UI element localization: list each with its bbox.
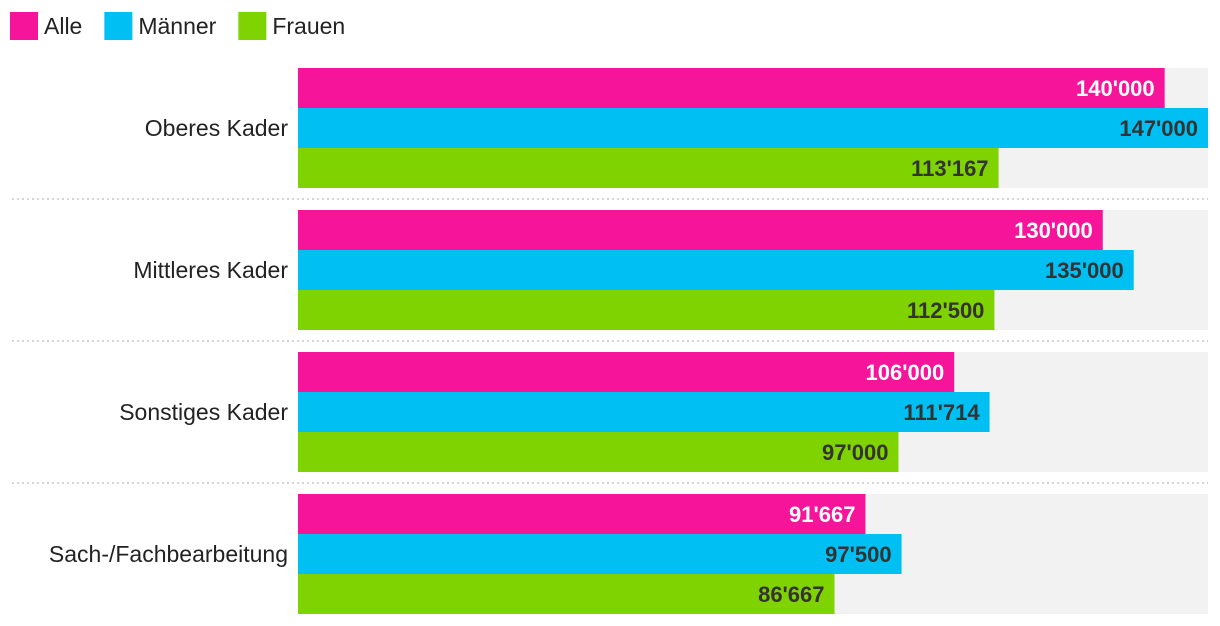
bar-frauen-oberes-kader — [298, 148, 999, 188]
bar-alle-oberes-kader — [298, 68, 1165, 108]
value-label-maenner-mittleres-kader: 135'000 — [1045, 258, 1124, 283]
value-label-alle-sonstiges-kader: 106'000 — [866, 360, 945, 385]
bar-frauen-sonstiges-kader — [298, 432, 899, 472]
value-label-frauen-sonstiges-kader: 97'000 — [822, 440, 888, 465]
legend-swatch-alle — [10, 12, 38, 40]
category-group-sonstiges-kader: Sonstiges Kader 106'000 111'714 97'000 — [12, 352, 1208, 484]
bar-alle-mittleres-kader — [298, 210, 1103, 250]
value-label-maenner-sonstiges-kader: 111'714 — [903, 400, 980, 425]
value-label-maenner-oberes-kader: 147'000 — [1119, 116, 1198, 141]
value-label-maenner-sach-fachbearbeitung: 97'500 — [825, 542, 891, 567]
category-label-oberes-kader: Oberes Kader — [145, 115, 289, 141]
legend-item-frauen: Frauen — [238, 12, 345, 40]
bar-maenner-oberes-kader — [298, 108, 1208, 148]
legend-item-alle: Alle — [10, 12, 82, 40]
value-label-frauen-oberes-kader: 113'167 — [911, 156, 988, 181]
bar-frauen-mittleres-kader — [298, 290, 995, 330]
legend-label-alle: Alle — [44, 13, 82, 39]
category-label-mittleres-kader: Mittleres Kader — [133, 257, 288, 283]
legend-item-maenner: Männer — [104, 12, 217, 40]
legend-swatch-frauen — [238, 12, 267, 40]
value-label-frauen-sach-fachbearbeitung: 86'667 — [758, 582, 824, 607]
legend-label-frauen: Frauen — [272, 13, 345, 39]
category-label-sach-fachbearbeitung: Sach-/Fachbearbeitung — [49, 541, 288, 567]
bar-alle-sonstiges-kader — [298, 352, 955, 392]
bar-maenner-sach-fachbearbeitung — [298, 534, 902, 574]
legend-swatch-maenner — [104, 12, 133, 40]
plot-area: Oberes Kader 140'000 147'000 113'167 Mittler… — [12, 68, 1208, 614]
value-label-alle-mittleres-kader: 130'000 — [1014, 218, 1093, 243]
bar-maenner-mittleres-kader — [298, 250, 1134, 290]
category-group-mittleres-kader: Mittleres Kader 130'000 135'000 112'500 — [12, 210, 1208, 342]
value-label-frauen-mittleres-kader: 112'500 — [907, 298, 984, 323]
bar-frauen-sach-fachbearbeitung — [298, 574, 835, 614]
legend-label-maenner: Männer — [138, 13, 216, 39]
legend: Alle Männer Frauen — [10, 12, 345, 40]
bar-maenner-sonstiges-kader — [298, 392, 990, 432]
value-label-alle-sach-fachbearbeitung: 91'667 — [789, 502, 855, 527]
bar-alle-sach-fachbearbeitung — [298, 494, 866, 534]
value-label-alle-oberes-kader: 140'000 — [1076, 76, 1155, 101]
category-group-oberes-kader: Oberes Kader 140'000 147'000 113'167 — [12, 68, 1208, 200]
category-label-sonstiges-kader: Sonstiges Kader — [119, 399, 288, 425]
